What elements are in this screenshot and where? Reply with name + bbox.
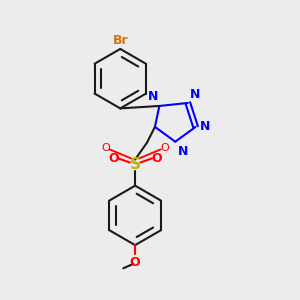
Text: O: O	[108, 152, 119, 165]
Text: O: O	[151, 152, 162, 165]
Text: O: O	[130, 256, 140, 269]
Text: N: N	[200, 120, 210, 134]
Text: Br: Br	[112, 34, 128, 46]
Text: O: O	[160, 143, 169, 153]
Text: O: O	[101, 143, 110, 153]
Text: N: N	[178, 145, 188, 158]
Text: S: S	[130, 158, 141, 172]
Text: N: N	[190, 88, 201, 100]
Text: N: N	[148, 90, 158, 103]
